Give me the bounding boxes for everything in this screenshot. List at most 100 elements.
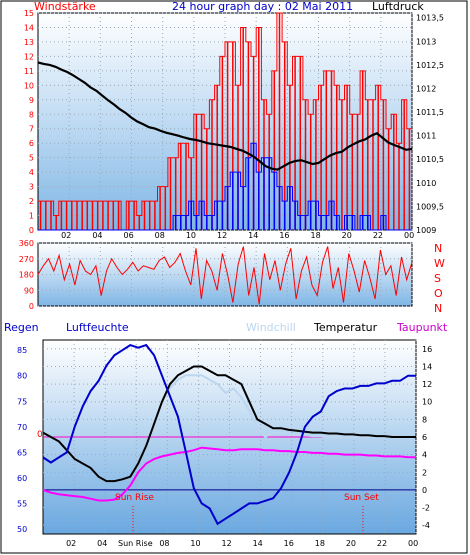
humidity-tick-label: 65	[17, 448, 27, 457]
x-tick-label: 20	[342, 231, 352, 240]
temp-tick-label: 2	[422, 468, 427, 477]
y-left-tick-label: 10	[24, 81, 34, 90]
wind-mean-line	[38, 142, 412, 231]
zero-line-label: 0	[37, 430, 43, 440]
x-tick-label: 14	[248, 231, 258, 240]
panel3-series	[42, 343, 416, 526]
humidity-tick-label: 60	[17, 474, 27, 483]
y-left-tick-label: 7	[29, 125, 34, 134]
humidity-tick-label: 55	[17, 499, 27, 508]
sunset-label: Sun Set	[344, 493, 379, 503]
y-left-tick-label: 15	[24, 9, 34, 18]
y-left-tick-label: 4	[29, 168, 34, 177]
direction-line	[37, 246, 413, 305]
temp-tick-label: 16	[422, 345, 432, 354]
legend-dewpoint: Taupunkt	[396, 321, 448, 334]
x-tick-label: 12	[222, 539, 232, 548]
chart-title: 24 hour graph day : 02 Mai 2011	[172, 0, 353, 13]
y-left-tick-label: 3	[29, 183, 34, 192]
humidity-tick-label: 80	[17, 372, 27, 381]
x-tick-label: 02	[66, 539, 76, 548]
y-left-tick-label: 6	[29, 139, 34, 148]
x-tick-label: 10	[186, 231, 196, 240]
temp-tick-label: 12	[422, 380, 432, 389]
temp-tick-label: -4	[422, 521, 430, 530]
y-right-tick-label: 1009,5	[416, 202, 444, 211]
x-tick-label: 08	[159, 539, 169, 548]
x-tick-label: 02	[61, 231, 71, 240]
humidity-tick-label: 75	[17, 397, 27, 406]
y-right-tick-label: 1013	[416, 37, 436, 46]
legend-humidity: Luftfeuchte	[66, 321, 129, 334]
y-right-tick-label: 1011	[416, 132, 436, 141]
x-tick-label: 20	[346, 539, 356, 548]
panel1-series	[37, 12, 413, 231]
y-left-tick-label: 2	[29, 197, 34, 206]
y-left-tick-label: 14	[24, 23, 34, 32]
y-left-tick-label: 5	[29, 154, 34, 163]
humidity-tick-label: 70	[17, 423, 27, 432]
x-tick-label: 00	[404, 231, 414, 240]
direction-tick-label: 0	[29, 302, 34, 311]
x-tick-label: 06	[124, 231, 134, 240]
wind-gust-spikes	[39, 13, 411, 230]
compass-label: N	[434, 242, 442, 255]
temp-tick-label: 8	[422, 415, 427, 424]
y-left-tick-label: 12	[24, 52, 34, 61]
y-right-tick-label: 1010,5	[416, 155, 444, 164]
temp-tick-label: 0	[422, 486, 427, 495]
left-axis-title: Windstärke	[34, 0, 96, 13]
legend-rain: Regen	[4, 321, 39, 334]
temperature-line	[42, 365, 416, 483]
humidity-line	[42, 343, 416, 526]
compass-label: W	[434, 257, 445, 270]
y-left-tick-label: 11	[24, 67, 34, 76]
x-tick-label: 10	[190, 539, 200, 548]
direction-tick-label: 180	[19, 271, 34, 280]
legend-windchill: Windchill	[246, 321, 296, 334]
y-left-tick-label: 8	[29, 110, 34, 119]
humidity-tick-label: 85	[17, 346, 27, 355]
x-tick-label: 12	[217, 231, 227, 240]
y-right-tick-label: 1009	[416, 226, 436, 235]
x-tick-label: 08	[155, 231, 165, 240]
y-right-tick-label: 1011,5	[416, 108, 444, 117]
compass-label: S	[434, 272, 441, 285]
y-right-tick-label: 1010	[416, 179, 436, 188]
temp-tick-label: 4	[422, 451, 427, 460]
sunrise-label: Sun Rise	[115, 493, 154, 503]
x-tick-label: 16	[284, 539, 294, 548]
y-right-tick-label: 1013,5	[416, 14, 444, 23]
panel1-ticks: 012345678910111213141510091009,510101010…	[24, 9, 444, 240]
y-left-tick-label: 9	[29, 96, 34, 105]
pressure-line	[37, 61, 413, 171]
x-tick-label: 04	[97, 539, 107, 548]
wind-mean-spikes	[174, 143, 385, 230]
x-tick-label: 04	[92, 231, 102, 240]
x-tick-label: 18	[311, 231, 321, 240]
humidity-tick-label: 50	[17, 525, 27, 534]
temp-tick-label: 6	[422, 433, 427, 442]
x-tick-label: 18	[315, 539, 325, 548]
compass-label: N	[434, 302, 442, 315]
temp-tick-label: -2	[422, 504, 430, 513]
temp-tick-label: 10	[422, 398, 432, 407]
x-tick-label: 00	[408, 539, 418, 548]
direction-tick-label: 90	[24, 286, 34, 295]
y-right-tick-label: 1012	[416, 84, 436, 93]
y-right-tick-label: 1012,5	[416, 61, 444, 70]
right-axis-title: Luftdruck	[372, 0, 424, 13]
direction-tick-label: 270	[19, 255, 34, 264]
y-left-tick-label: 13	[24, 38, 34, 47]
dewpoint-line	[42, 446, 416, 502]
x-tick-label: 22	[373, 231, 383, 240]
temp-tick-label: 14	[422, 362, 432, 371]
panel2-grid	[38, 242, 413, 307]
x-tick-label: 16	[279, 231, 289, 240]
y-left-tick-label: 1	[29, 212, 34, 221]
